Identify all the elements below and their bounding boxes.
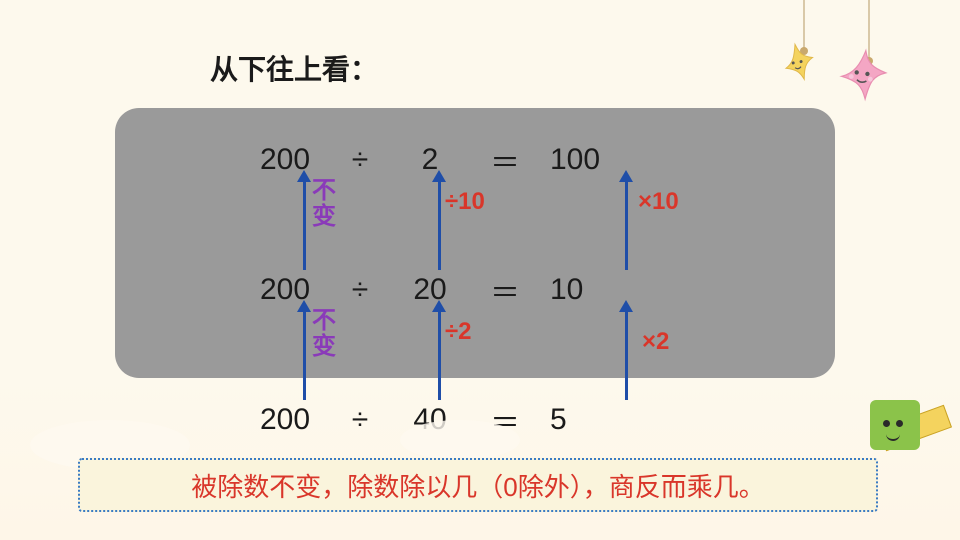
arrow-row2-divisor: [438, 310, 441, 400]
annotation-row1-divisor: ÷10: [445, 188, 485, 216]
eq1-op: ÷: [330, 143, 390, 177]
annotation-row1-dividend: 不 变: [312, 178, 336, 231]
eq2-op: ÷: [330, 273, 390, 307]
equation-3: 200 ÷ 40 ＝ 5: [240, 398, 620, 442]
eq2-dividend: 200: [240, 273, 330, 307]
annotation-row1-quotient: ×10: [638, 188, 679, 216]
arrow-row1-dividend: [303, 180, 306, 270]
arrow-row2-dividend: [303, 310, 306, 400]
arrow-row1-divisor: [438, 180, 441, 270]
eq1-divisor: 2: [390, 143, 470, 177]
conclusion-text: 被除数不变，除数除以几（0除外），商反而乘几。: [191, 467, 764, 504]
annotation-row2-quotient: ×2: [642, 328, 669, 356]
eq3-dividend: 200: [240, 403, 330, 437]
eq3-divisor: 40: [390, 403, 470, 437]
eq3-eq: ＝: [470, 398, 540, 442]
annotation-row2-dividend: 不 变: [312, 308, 336, 361]
eq1-dividend: 200: [240, 143, 330, 177]
star-pink-icon: [828, 44, 896, 112]
slide: 从下往上看： 200 ÷ 2 ＝ 100 200 ÷ 20 ＝ 10 200 ÷…: [0, 0, 960, 540]
slide-title: 从下往上看：: [210, 48, 378, 88]
annotation-row2-divisor: ÷2: [445, 318, 472, 346]
eq3-op: ÷: [330, 403, 390, 437]
book-character-icon: [860, 380, 950, 460]
eq3-quotient: 5: [540, 403, 620, 437]
star-yellow-icon: [770, 38, 828, 96]
eq2-quotient: 10: [540, 273, 620, 307]
arrow-row2-quotient: [625, 310, 628, 400]
eq1-quotient: 100: [540, 143, 620, 177]
eq2-eq: ＝: [470, 268, 540, 312]
arrow-row1-quotient: [625, 180, 628, 270]
eq2-divisor: 20: [390, 273, 470, 307]
conclusion-box: 被除数不变，除数除以几（0除外），商反而乘几。: [78, 458, 878, 512]
eq1-eq: ＝: [470, 138, 540, 182]
